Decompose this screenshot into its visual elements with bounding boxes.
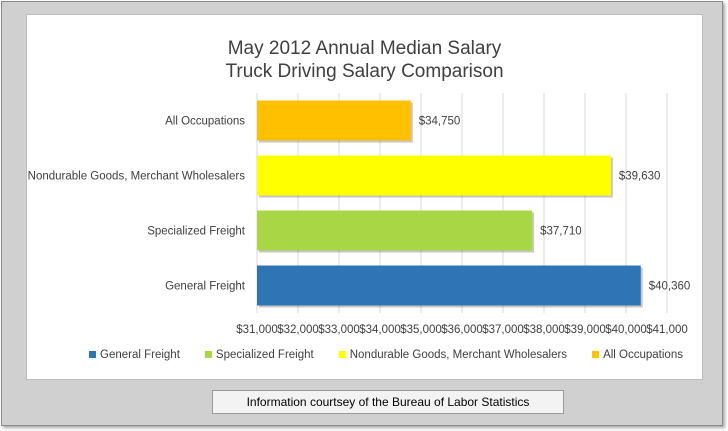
bar [257,265,641,306]
bar [257,210,533,251]
x-tick-label: $31,000 [236,324,278,336]
category-label: All Occupations [165,116,245,128]
x-tick-label: $40,000 [605,324,647,336]
bar [257,155,611,196]
legend-label: Nondurable Goods, Merchant Wholesalers [350,349,568,361]
x-tick-label: $35,000 [400,324,442,336]
chart-frame: May 2012 Annual Median Salary Truck Driv… [1,1,723,426]
x-tick-label: $41,000 [646,324,688,336]
legend-label: Specialized Freight [216,349,315,361]
x-tick-label: $36,000 [441,324,483,336]
category-label: General Freight [165,281,246,293]
data-label: $39,630 [619,171,661,183]
x-tick-label: $39,000 [564,324,606,336]
legend-swatch [89,351,96,358]
x-tick-label: $32,000 [277,324,319,336]
chart-subtitle: Truck Driving Salary Comparison [225,61,504,82]
legend-label: All Occupations [603,349,683,361]
legend-swatch [204,351,212,358]
legend-swatch [592,351,600,358]
legend-label: General Freight [100,349,181,361]
bar-chart: $31,000 $32,000 $33,000 $34,000 $35,000 $36,0… [28,93,691,361]
chart-title: May 2012 Annual Median Salary [227,38,502,59]
x-tick-label: $37,000 [482,324,524,336]
x-tick-label: $34,000 [359,324,401,336]
legend-swatch [338,351,346,358]
x-tick-label: $38,000 [523,324,565,336]
chart-area: May 2012 Annual Median Salary Truck Driv… [26,14,703,380]
source-note: Information courtsey of the Bureau of La… [212,390,564,414]
category-label: Nondurable Goods, Merchant Wholesalers [28,171,246,183]
data-label: $37,710 [540,226,582,238]
category-label: Specialized Freight [147,226,246,238]
data-label: $40,360 [649,281,691,293]
bar [257,100,411,141]
x-tick-label: $33,000 [318,324,360,336]
data-label: $34,750 [419,116,461,128]
